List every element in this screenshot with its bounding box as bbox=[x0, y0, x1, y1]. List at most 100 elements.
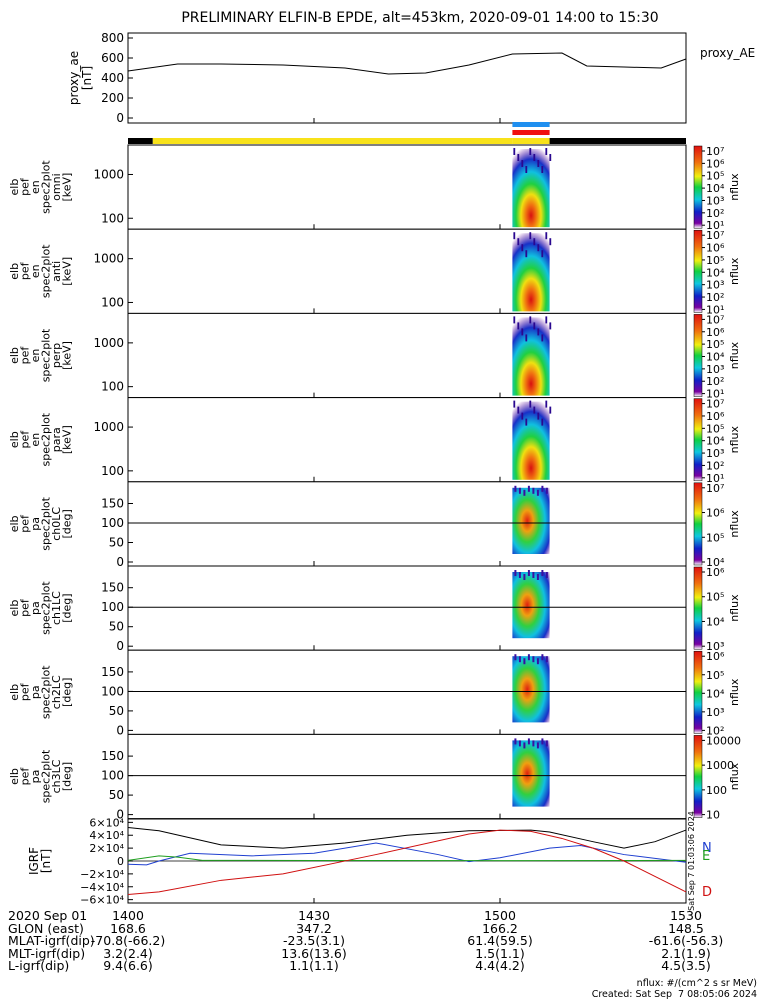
footer-value: 9.4(6.6) bbox=[103, 958, 153, 973]
spec-ylabel-line: spec2plot bbox=[40, 160, 53, 214]
colorbar-tick-label: 10⁷ bbox=[706, 398, 724, 411]
colorbar-tick-label: 10⁴ bbox=[706, 182, 725, 195]
spec-speckle bbox=[527, 570, 530, 576]
igrf-ytick-label: −4×10⁴ bbox=[80, 881, 124, 894]
spec-speckle bbox=[521, 244, 524, 252]
spec-speckle bbox=[517, 154, 520, 161]
spec-ytick-label: 100 bbox=[101, 516, 124, 530]
spec-frame bbox=[127, 733, 687, 820]
spec-ylabel-line: elb bbox=[8, 431, 21, 448]
spec-speckle bbox=[545, 656, 548, 663]
footer-row-label: MLT-igrf(dip) bbox=[8, 945, 86, 961]
spec-speckle bbox=[541, 738, 544, 745]
igrf-ytick-label: −2×10⁴ bbox=[80, 868, 124, 881]
spec-ytick-label: 1000 bbox=[93, 420, 124, 434]
igrf-ytick-label: −6×10⁴ bbox=[80, 894, 124, 907]
spec-ylabel-line: omni bbox=[50, 173, 63, 200]
footer-row-label: L-igrf(dip) bbox=[8, 958, 70, 973]
colorbar-tick-label: 10¹ bbox=[706, 303, 724, 316]
colorbar-tick-label: 10³ bbox=[706, 363, 724, 376]
igrf-series-total bbox=[127, 827, 687, 849]
spec-speckle bbox=[523, 489, 526, 496]
spec-speckle bbox=[529, 148, 532, 155]
footer-value: -70.8(-66.2) bbox=[90, 933, 166, 948]
spec-ytick-label: 50 bbox=[109, 620, 124, 634]
colorbar-tick-label: 10³ bbox=[706, 706, 724, 719]
spec-ytick-label: 100 bbox=[101, 684, 124, 698]
spec-speckle bbox=[525, 166, 528, 173]
figure-title: PRELIMINARY ELFIN-B EPDE, alt=453km, 202… bbox=[181, 10, 658, 26]
spec-speckle bbox=[532, 572, 535, 578]
spec-ylabel-line: en bbox=[29, 349, 42, 363]
spec-speckle bbox=[513, 232, 516, 240]
igrf-legend-N: N bbox=[702, 841, 712, 856]
igrf-ytick-label: 2×10⁴ bbox=[89, 842, 124, 855]
colorbar-label: nflux bbox=[728, 594, 741, 622]
footer-value: 1530 bbox=[670, 908, 702, 923]
colorbar-tick-label: 10² bbox=[706, 207, 724, 220]
igrf-ylabel-line: [nT] bbox=[39, 849, 53, 873]
bar-segment bbox=[512, 138, 550, 144]
spec-speckle bbox=[536, 574, 539, 580]
spec-speckle bbox=[549, 406, 552, 414]
colorbar-tick-label: 10¹ bbox=[706, 388, 724, 401]
spec-speckle bbox=[541, 166, 544, 173]
spec-speckle bbox=[545, 148, 548, 155]
spec-ytick-label: 100 bbox=[101, 295, 124, 309]
spec-ytick-label: 0 bbox=[116, 723, 124, 737]
footer-value: 1.1(1.1) bbox=[289, 958, 339, 973]
spec-ytick-label: 100 bbox=[101, 600, 124, 614]
igrf-series-N bbox=[127, 842, 687, 866]
spec-speckle bbox=[537, 412, 540, 420]
science-zone-bar bbox=[128, 122, 686, 144]
created-stamp: Created: Sat Sep 7 08:05:06 2024 bbox=[591, 989, 757, 1000]
spec-speckle bbox=[545, 487, 548, 494]
spec-ytick-label: 50 bbox=[109, 788, 124, 802]
footer-value: 1430 bbox=[298, 908, 330, 923]
spec-speckle bbox=[514, 654, 517, 661]
spec-panel-0: 1000100elbpefenspec2plotomni[keV]10⁷10⁶1… bbox=[8, 144, 741, 232]
bar-segment bbox=[152, 138, 513, 144]
spec-ylabel-line: pef bbox=[19, 261, 32, 280]
spec-speckle bbox=[517, 238, 520, 246]
footer-value: 1500 bbox=[484, 908, 516, 923]
spec-speckle bbox=[521, 412, 524, 420]
spec-ytick-label: 150 bbox=[101, 749, 124, 763]
spec-ytick-label: 0 bbox=[116, 555, 124, 569]
spec-ylabel-line: para bbox=[50, 427, 63, 452]
spec-ytick-label: 100 bbox=[101, 211, 124, 225]
spec-ylabel-line: [keV] bbox=[61, 341, 74, 370]
footer-value: 166.2 bbox=[482, 920, 518, 936]
colorbar-tick-label: 10⁴ bbox=[706, 615, 725, 628]
spec-ylabel-line: [deg] bbox=[61, 678, 74, 707]
spec-speckle bbox=[541, 334, 544, 342]
spec-speckle bbox=[514, 570, 517, 576]
igrf-legend-D: D bbox=[702, 885, 712, 900]
igrf-series-E bbox=[127, 855, 687, 862]
spec-ylabel-line: elb bbox=[8, 768, 21, 785]
colorbar-tick-label: 1000 bbox=[706, 759, 734, 772]
spec-ytick-label: 1000 bbox=[93, 252, 124, 266]
units-note: nflux: #/(cm^2 s sr MeV) bbox=[636, 978, 757, 989]
spec-ylabel-line: pef bbox=[19, 177, 32, 196]
spec-frame bbox=[127, 228, 687, 314]
spec-speckle bbox=[549, 154, 552, 161]
spec-ytick-label: 150 bbox=[101, 665, 124, 679]
spec-ylabel-line: elb bbox=[8, 515, 21, 532]
colorbar-tick-label: 10⁷ bbox=[706, 313, 724, 326]
spec-ylabel-line: pef bbox=[19, 682, 32, 701]
spec-speckle bbox=[532, 740, 535, 747]
spec-burst bbox=[512, 317, 550, 396]
spec-ytick-label: 100 bbox=[101, 769, 124, 783]
spec-speckle bbox=[513, 148, 516, 155]
spec-ytick-label: 150 bbox=[101, 497, 124, 511]
colorbar-tick-label: 10⁴ bbox=[706, 266, 725, 279]
spec-burst bbox=[512, 487, 550, 554]
colorbar-tick-label: 10 bbox=[706, 809, 720, 822]
colorbar-tick-label: 10² bbox=[706, 375, 724, 388]
spec-speckle bbox=[525, 250, 528, 258]
spec-speckle bbox=[533, 154, 536, 161]
